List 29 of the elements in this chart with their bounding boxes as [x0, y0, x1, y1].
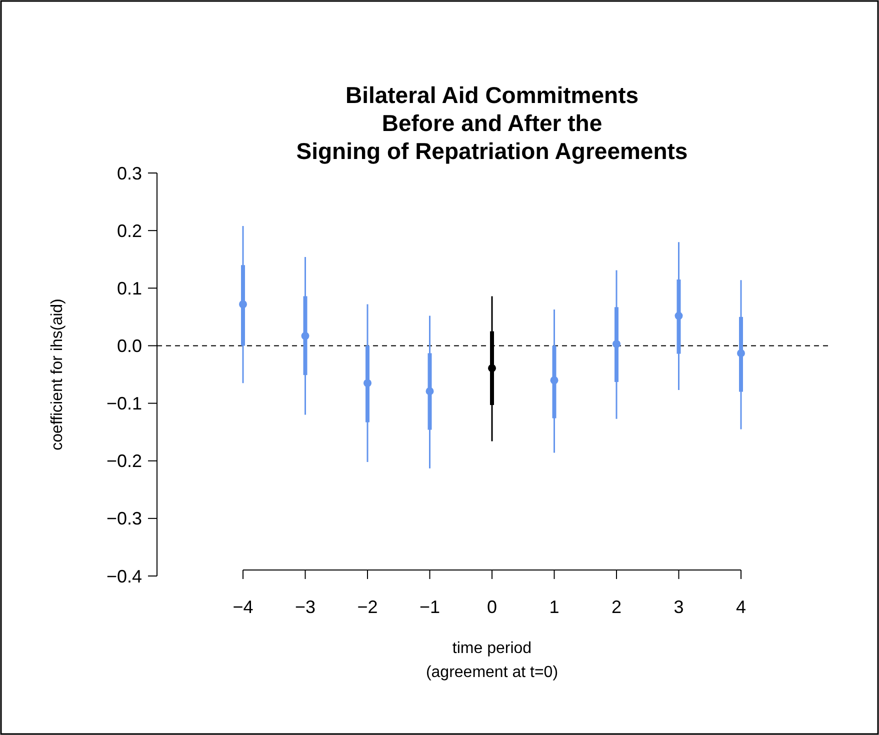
x-tick-label: 2	[611, 597, 622, 617]
x-tick-label: 0	[486, 597, 498, 617]
point	[612, 340, 620, 348]
y-tick-label: 0.0	[116, 336, 142, 356]
point	[488, 364, 496, 372]
point	[364, 379, 372, 388]
point	[674, 312, 683, 320]
x-tick-label: 1	[549, 597, 560, 617]
y-tick-label: −0.2	[106, 451, 142, 472]
point	[301, 332, 310, 340]
y-tick-label: 0.1	[116, 278, 142, 298]
y-tick-label: −0.4	[106, 566, 142, 586]
point	[737, 349, 745, 358]
x-axis-title: time period (agreement at t=0)	[426, 640, 558, 681]
x-tick-label: 4	[736, 597, 746, 617]
point	[239, 300, 247, 308]
y-tick-label: −0.1	[106, 394, 142, 414]
point	[550, 376, 558, 384]
y-axis-title: coefficient for ihs(aid)	[49, 298, 66, 450]
x-tick-label: −2	[357, 597, 378, 617]
point	[426, 387, 434, 396]
x-tick-label: −4	[232, 597, 254, 617]
x-tick-label: −3	[294, 597, 316, 617]
x-tick-label: −1	[419, 597, 440, 617]
y-tick-label: 0.2	[116, 220, 142, 241]
chart-title: Bilateral Aid Commitments Before and After the Signing of Repatriation Agreements	[296, 82, 688, 164]
x-tick-label: 3	[674, 597, 684, 617]
y-tick-label: 0.3	[116, 163, 142, 184]
y-tick-label: −0.3	[106, 508, 142, 529]
